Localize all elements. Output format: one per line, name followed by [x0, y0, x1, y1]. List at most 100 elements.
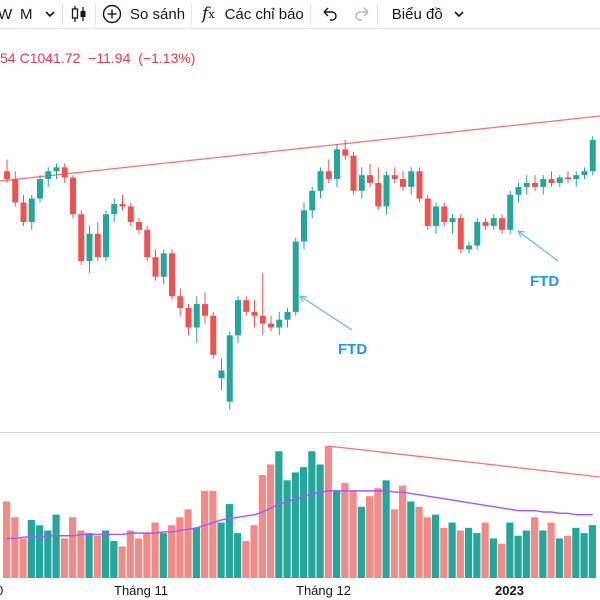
- candle[interactable]: [177, 288, 184, 316]
- candle[interactable]: [449, 214, 456, 234]
- volume-bar[interactable]: [382, 480, 390, 578]
- candle[interactable]: [78, 210, 85, 265]
- candle[interactable]: [334, 143, 340, 187]
- candle[interactable]: [301, 202, 307, 250]
- candle[interactable]: [424, 194, 431, 230]
- candle[interactable]: [383, 171, 390, 215]
- candle[interactable]: [235, 296, 241, 344]
- candle[interactable]: [573, 171, 580, 187]
- volume-bar[interactable]: [432, 514, 440, 578]
- volume-bar[interactable]: [85, 533, 93, 578]
- volume-bar[interactable]: [539, 530, 547, 578]
- volume-bar[interactable]: [242, 541, 250, 578]
- volume-bar[interactable]: [440, 527, 448, 578]
- candle[interactable]: [103, 210, 109, 262]
- candle[interactable]: [540, 175, 547, 195]
- candle[interactable]: [53, 163, 60, 180]
- volume-bar[interactable]: [366, 496, 374, 578]
- volume-bar[interactable]: [390, 509, 398, 578]
- candle[interactable]: [86, 225, 93, 273]
- volume-bar[interactable]: [69, 517, 77, 578]
- volume-bar[interactable]: [399, 485, 407, 578]
- candle[interactable]: [499, 214, 505, 234]
- volume-bar[interactable]: [547, 522, 555, 578]
- volume-bar[interactable]: [564, 535, 572, 578]
- volume-bar[interactable]: [77, 530, 85, 578]
- volume-bar[interactable]: [308, 451, 316, 578]
- candle[interactable]: [532, 175, 538, 191]
- candle[interactable]: [61, 163, 68, 183]
- candle[interactable]: [144, 225, 151, 262]
- volume-bar[interactable]: [349, 490, 357, 578]
- candle[interactable]: [4, 159, 10, 183]
- volume-bar[interactable]: [118, 546, 126, 578]
- candle[interactable]: [515, 182, 522, 203]
- volume-bar[interactable]: [316, 464, 324, 578]
- volume-bar[interactable]: [333, 490, 341, 578]
- compare-button[interactable]: So sánh: [102, 0, 185, 28]
- candle[interactable]: [317, 167, 324, 199]
- volume-bar[interactable]: [209, 490, 217, 578]
- volume-bar[interactable]: [415, 506, 423, 578]
- volume-bar[interactable]: [357, 506, 365, 578]
- volume-bar[interactable]: [225, 504, 233, 578]
- volume-bar[interactable]: [168, 525, 176, 578]
- volume-bar[interactable]: [324, 446, 332, 578]
- candle[interactable]: [185, 304, 192, 336]
- candle[interactable]: [210, 311, 217, 359]
- candle[interactable]: [202, 292, 208, 324]
- volume-bar[interactable]: [572, 527, 580, 578]
- undo-button[interactable]: [321, 0, 339, 28]
- candle[interactable]: [433, 202, 439, 234]
- volume-bar[interactable]: [473, 533, 481, 578]
- candle[interactable]: [482, 218, 489, 230]
- ftd-arrow-1[interactable]: [299, 295, 353, 331]
- volume-bar[interactable]: [93, 535, 101, 578]
- volume-bar[interactable]: [102, 530, 110, 578]
- candle[interactable]: [350, 151, 357, 195]
- volume-bar[interactable]: [258, 475, 266, 578]
- volume-bar[interactable]: [192, 527, 200, 578]
- volume-bar[interactable]: [217, 522, 225, 578]
- candle[interactable]: [251, 300, 258, 328]
- candle[interactable]: [581, 167, 588, 180]
- candle[interactable]: [548, 171, 555, 187]
- candle[interactable]: [12, 171, 19, 207]
- redo-button[interactable]: [353, 0, 371, 28]
- price-volume-chart[interactable]: FTD FTD: [0, 28, 600, 600]
- volume-bar[interactable]: [19, 538, 27, 578]
- volume-bar[interactable]: [423, 517, 431, 578]
- volume-bar[interactable]: [126, 530, 134, 578]
- candle[interactable]: [259, 272, 266, 336]
- ftd-label-2[interactable]: FTD: [530, 273, 559, 290]
- volume-bar[interactable]: [514, 535, 522, 578]
- volume-bar[interactable]: [374, 488, 382, 578]
- volume-bar[interactable]: [522, 530, 530, 578]
- candle[interactable]: [193, 296, 200, 344]
- candle[interactable]: [507, 190, 514, 234]
- volume-bar[interactable]: [44, 530, 52, 578]
- volume-bar[interactable]: [300, 467, 308, 578]
- candle[interactable]: [556, 175, 563, 187]
- candle[interactable]: [391, 167, 398, 183]
- interval-month-button[interactable]: M: [20, 0, 38, 28]
- volume-bar[interactable]: [555, 538, 563, 578]
- candle[interactable]: [490, 214, 497, 230]
- volume-bar[interactable]: [283, 480, 291, 578]
- candle[interactable]: [441, 202, 448, 226]
- volume-bar[interactable]: [52, 514, 60, 578]
- candle[interactable]: [375, 167, 382, 211]
- volume-bar[interactable]: [176, 517, 184, 578]
- volume-bar[interactable]: [267, 464, 275, 578]
- chart-type-button[interactable]: Biểu đồ: [392, 0, 465, 28]
- volume-bar[interactable]: [159, 533, 167, 578]
- candle[interactable]: [268, 315, 274, 332]
- volume-bar[interactable]: [110, 541, 118, 578]
- candle[interactable]: [400, 171, 406, 191]
- volume-bar[interactable]: [580, 533, 588, 578]
- candle-style-button[interactable]: [69, 0, 89, 28]
- volume-bar[interactable]: [465, 527, 473, 578]
- volume-bar[interactable]: [151, 522, 159, 578]
- pane-divider[interactable]: [0, 432, 600, 433]
